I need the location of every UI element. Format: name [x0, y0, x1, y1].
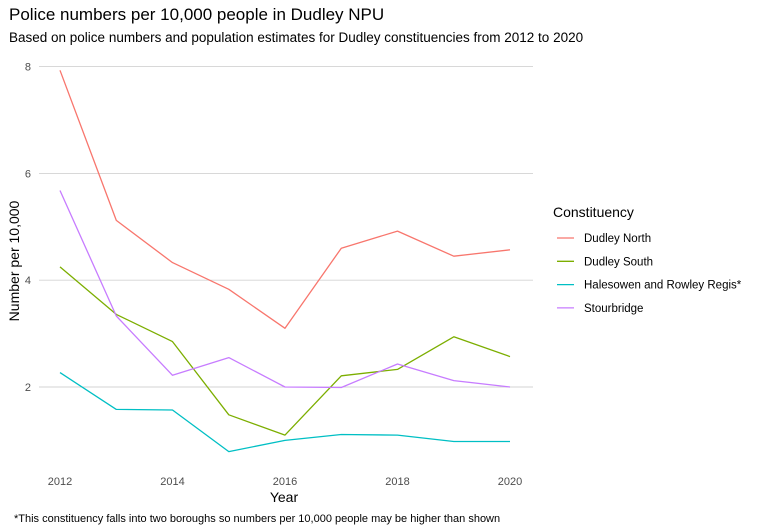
y-axis-ticks: 2 4 6 8	[25, 62, 31, 394]
series-lines	[59, 70, 511, 453]
legend-label: Dudley South	[584, 256, 653, 268]
x-tick-label: 2018	[385, 476, 409, 488]
y-tick-label: 6	[25, 168, 31, 180]
series-line-1	[59, 70, 511, 329]
x-axis-label: Year	[270, 489, 299, 505]
y-tick-label: 8	[25, 62, 31, 74]
legend: Constituency Dudley North Dudley South Hal…	[553, 204, 742, 315]
x-tick-label: 2014	[160, 476, 184, 488]
y-tick-label: 2	[25, 382, 31, 394]
legend-item: Stourbridge	[557, 303, 643, 315]
x-tick-label: 2012	[48, 476, 72, 488]
chart-title: Police numbers per 10,000 people in Dudl…	[9, 5, 384, 24]
legend-item: Dudley South	[557, 256, 653, 268]
x-tick-label: 2020	[498, 476, 522, 488]
legend-title: Constituency	[553, 204, 634, 220]
chart-subtitle: Based on police numbers and population e…	[9, 30, 583, 45]
legend-item: Halesowen and Rowley Regis*	[557, 280, 742, 292]
legend-label: Stourbridge	[584, 303, 643, 315]
series-line-2	[59, 266, 511, 436]
legend-item: Dudley North	[557, 233, 651, 245]
y-axis-label: Number per 10,000	[6, 200, 22, 321]
y-tick-label: 4	[25, 275, 31, 287]
series-line-4	[59, 190, 511, 389]
series-line-3	[59, 372, 510, 453]
x-axis-ticks: 2012 2014 2016 2018 2020	[48, 476, 522, 488]
legend-label: Halesowen and Rowley Regis*	[584, 280, 742, 292]
legend-label: Dudley North	[584, 233, 651, 245]
x-tick-label: 2016	[273, 476, 297, 488]
chart-caption: *This constituency falls into two boroug…	[14, 513, 500, 525]
